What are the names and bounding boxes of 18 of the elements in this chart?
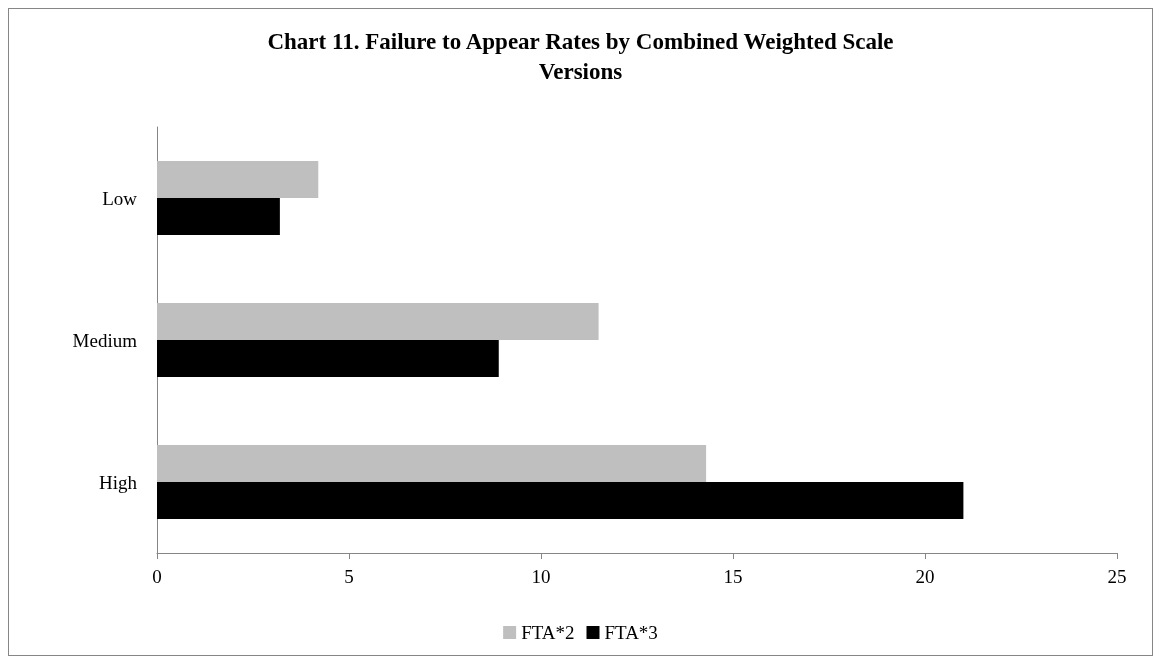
legend-label: FTA*3 xyxy=(604,622,658,643)
chart-title: Chart 11. Failure to Appear Rates by Combined Weighted Scale Versions xyxy=(267,28,894,84)
y-tick-label: Low xyxy=(102,187,138,209)
bar xyxy=(157,445,707,482)
x-tick-label: 20 xyxy=(915,566,935,587)
bar xyxy=(157,161,319,198)
y-tick-label: Medium xyxy=(72,329,138,351)
x-tick-label: 5 xyxy=(344,566,354,587)
legend-label: FTA*2 xyxy=(521,622,575,643)
x-tick-label: 10 xyxy=(531,566,551,587)
x-tick-label: 15 xyxy=(723,566,743,587)
bar xyxy=(157,198,280,235)
x-tick-label: 0 xyxy=(152,566,162,587)
bar xyxy=(157,303,599,340)
x-tick-label: 25 xyxy=(1107,566,1127,587)
bar xyxy=(157,482,964,519)
y-tick-label: High xyxy=(99,471,138,493)
bar xyxy=(157,340,499,377)
